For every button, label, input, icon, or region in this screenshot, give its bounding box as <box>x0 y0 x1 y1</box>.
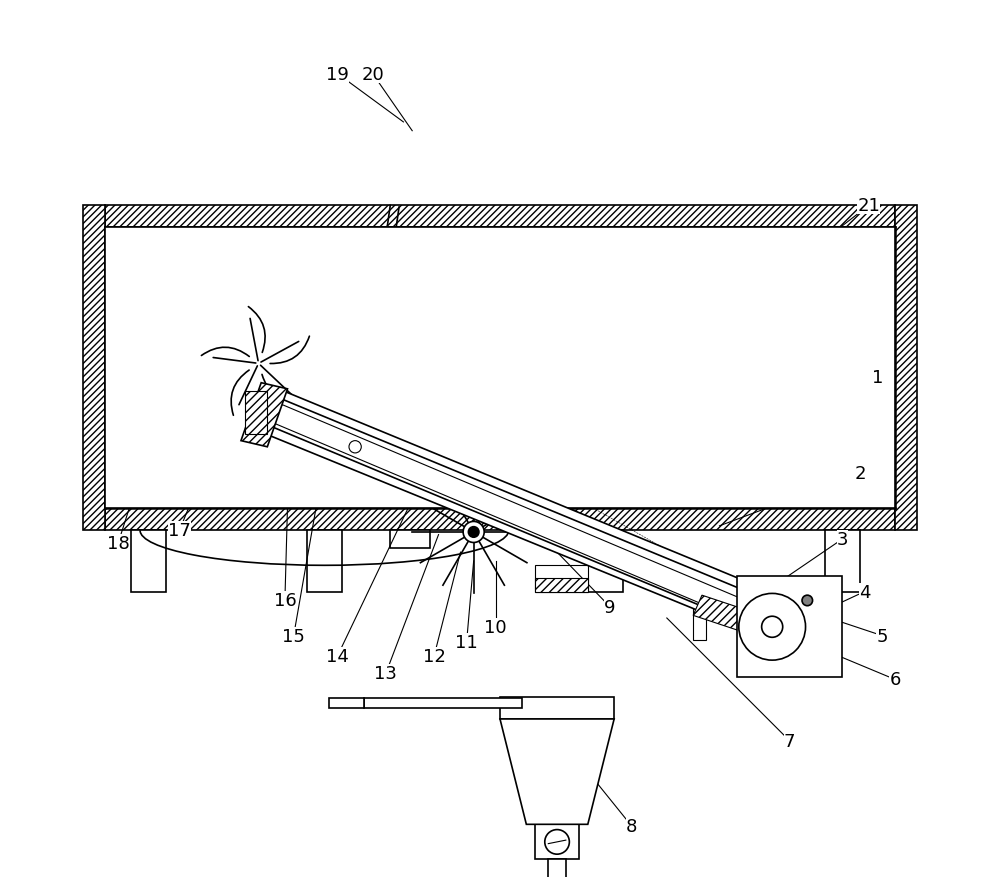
Bar <box>588 531 623 592</box>
Bar <box>825 531 860 592</box>
Text: 13: 13 <box>374 665 397 682</box>
Bar <box>548 859 566 877</box>
Circle shape <box>349 441 361 453</box>
Text: 10: 10 <box>484 618 507 636</box>
Bar <box>895 206 917 531</box>
Text: 11: 11 <box>455 633 478 651</box>
Circle shape <box>762 617 783 638</box>
Bar <box>500 697 614 719</box>
Polygon shape <box>267 399 790 636</box>
Polygon shape <box>272 405 781 633</box>
Text: 2: 2 <box>854 465 866 482</box>
Bar <box>535 824 579 859</box>
Circle shape <box>545 830 569 854</box>
Bar <box>535 579 588 592</box>
Bar <box>245 392 267 434</box>
Bar <box>390 531 430 548</box>
Circle shape <box>245 351 272 377</box>
Circle shape <box>184 289 333 438</box>
Text: 16: 16 <box>274 592 296 610</box>
Text: 21: 21 <box>857 197 880 215</box>
Circle shape <box>463 522 484 543</box>
Bar <box>399 228 421 487</box>
Circle shape <box>802 595 813 606</box>
Bar <box>131 531 166 592</box>
Text: 8: 8 <box>626 817 637 835</box>
Polygon shape <box>241 383 288 447</box>
Polygon shape <box>693 595 781 642</box>
Text: 18: 18 <box>107 535 129 553</box>
Bar <box>83 206 105 531</box>
Text: 19: 19 <box>326 66 349 83</box>
Text: 12: 12 <box>423 647 446 665</box>
Text: 4: 4 <box>859 583 870 601</box>
Text: 15: 15 <box>282 627 305 645</box>
Text: 6: 6 <box>889 671 901 688</box>
Bar <box>542 281 783 475</box>
Text: 7: 7 <box>784 732 795 750</box>
Text: 20: 20 <box>361 66 384 83</box>
Polygon shape <box>500 719 614 824</box>
Text: 3: 3 <box>837 531 848 548</box>
Bar <box>737 577 842 677</box>
Circle shape <box>468 527 479 538</box>
Bar <box>763 627 774 662</box>
Bar <box>105 206 895 228</box>
Text: 5: 5 <box>876 627 888 645</box>
Text: 1: 1 <box>872 368 883 386</box>
Bar <box>535 566 588 592</box>
Bar <box>307 531 342 592</box>
Polygon shape <box>254 390 803 645</box>
Bar <box>105 509 895 531</box>
Text: 14: 14 <box>326 647 349 665</box>
Text: 9: 9 <box>604 598 616 616</box>
Text: 17: 17 <box>168 522 191 539</box>
Bar <box>105 228 895 509</box>
Bar <box>693 596 706 640</box>
Circle shape <box>739 594 806 660</box>
Bar <box>553 291 772 465</box>
Polygon shape <box>329 698 364 709</box>
Bar <box>364 698 522 709</box>
